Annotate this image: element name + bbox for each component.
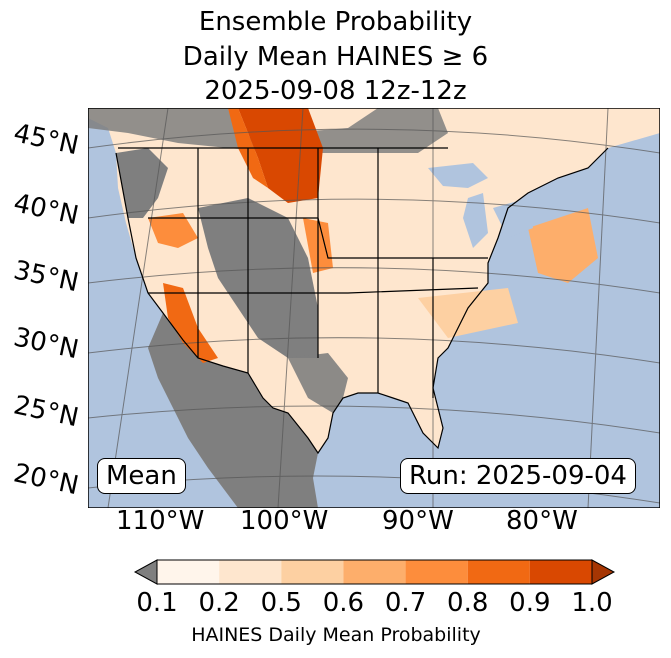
nevada-patch [148, 213, 198, 248]
stat-box: Mean [97, 458, 186, 494]
lon-label-80w: 80°W [506, 506, 578, 536]
lat-label-25: 25°N [10, 390, 82, 434]
colorbar-segment [405, 560, 468, 584]
colorbar-over-arrow [591, 559, 616, 585]
title-line-2: Daily Mean HAINES ≥ 6 [182, 42, 489, 72]
lat-label-40: 40°N [10, 188, 82, 232]
colorbar-segment [157, 560, 220, 584]
lat-label-30: 30°N [10, 322, 82, 366]
colorbar-segment [281, 560, 344, 584]
lat-label-35: 35°N [10, 255, 82, 299]
lon-label-110w: 110°W [116, 506, 205, 536]
colorbar-segment [467, 560, 530, 584]
canada-land [88, 108, 448, 153]
colorbar-tick-label: 0.7 [384, 588, 427, 618]
colorbar-outline [156, 559, 593, 585]
colorbar-label: HAINES Daily Mean Probability [191, 624, 481, 646]
great-lakes [428, 163, 558, 248]
mexico-land [148, 313, 318, 508]
probability-map [88, 108, 660, 508]
colorbar-segment [529, 560, 592, 584]
colorbar-tick-label: 0.9 [509, 588, 551, 618]
southwest-hotspot [163, 283, 218, 363]
land-mass [88, 108, 660, 453]
colorbar-tick-label: 0.8 [447, 588, 489, 618]
lon-label-100w: 100°W [240, 506, 329, 536]
colorbar-segment [343, 560, 406, 584]
colorbar-tick-label: 0.2 [198, 588, 240, 618]
west-gray [116, 148, 168, 218]
lat-label-45: 45°N [10, 118, 82, 162]
texas-gray [288, 353, 348, 413]
title-line-1: Ensemble Probability [198, 7, 473, 37]
colorbar-tick-label: 1.0 [571, 588, 613, 618]
colorbar-tick-label: 0.1 [136, 588, 178, 618]
colorbar-tick-label: 0.6 [322, 588, 365, 618]
colorbar-under-arrow [133, 559, 158, 585]
colorbar-tick-label: 0.5 [260, 588, 302, 618]
colorbar-segment [219, 560, 282, 584]
lat-label-20: 20°N [10, 458, 82, 502]
mountain-gray [198, 198, 318, 358]
east-patch [528, 208, 598, 283]
lon-label-90w: 90°W [382, 506, 454, 536]
midsouth-patch [418, 288, 518, 338]
title-line-3: 2025-09-08 12z-12z [204, 76, 467, 106]
run-date-box: Run: 2025-09-04 [400, 458, 636, 494]
